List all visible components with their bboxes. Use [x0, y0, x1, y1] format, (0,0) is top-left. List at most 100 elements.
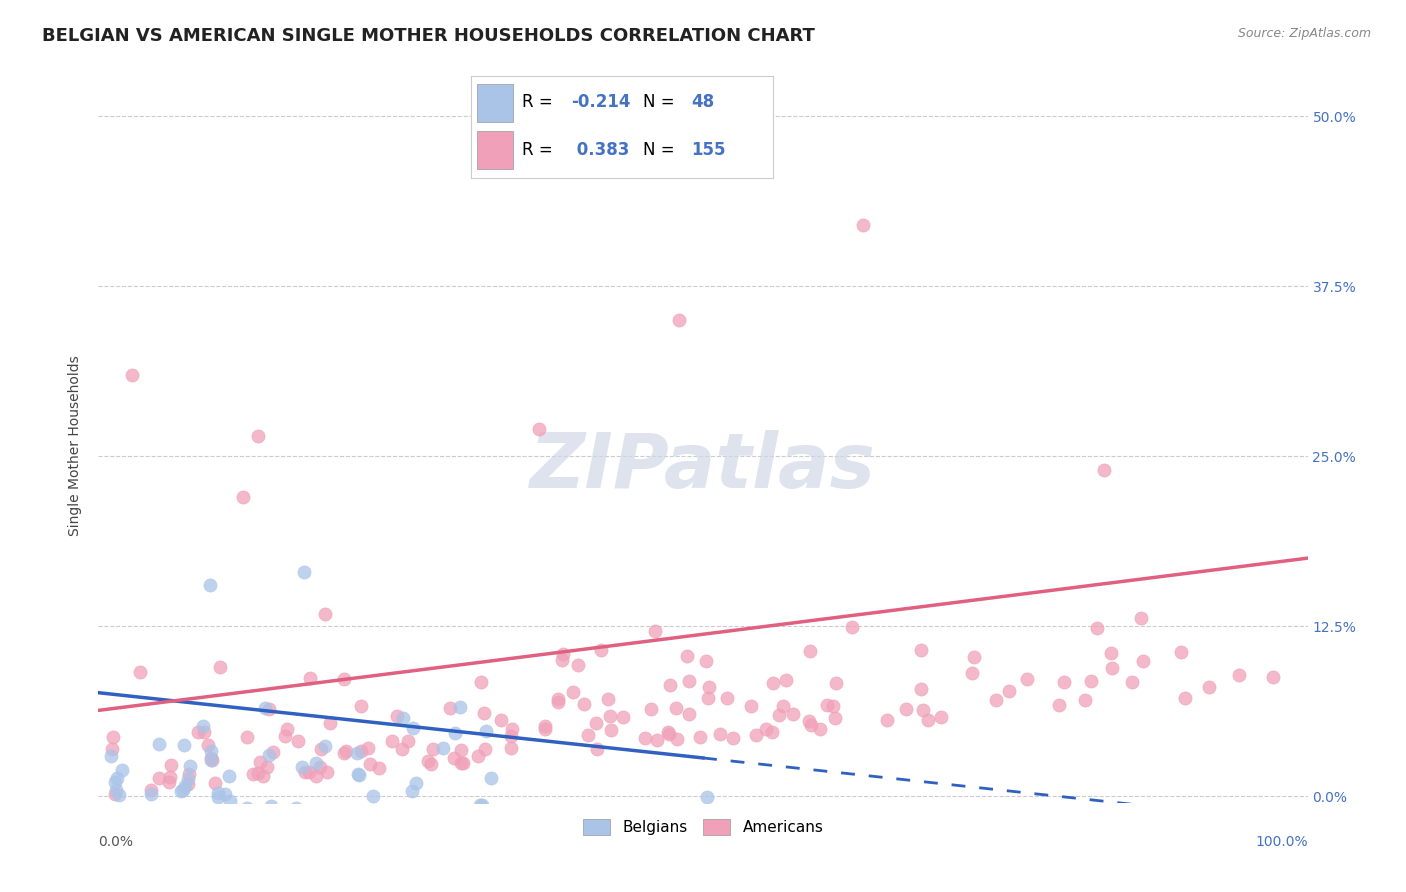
Point	[292, 565, 315, 579]
Y-axis label: Single Mother Households: Single Mother Households	[69, 356, 83, 536]
Point	[276, 722, 298, 736]
Point	[716, 691, 738, 706]
Point	[740, 698, 762, 713]
Point	[200, 744, 222, 758]
Point	[470, 674, 492, 689]
Point	[910, 643, 932, 657]
Point	[214, 787, 236, 801]
Point	[800, 717, 823, 731]
Point	[242, 766, 264, 780]
Point	[104, 787, 127, 801]
Point	[335, 744, 357, 758]
Point	[1129, 611, 1152, 625]
Text: N =: N =	[644, 141, 681, 159]
Point	[657, 725, 679, 739]
Point	[450, 743, 472, 757]
Point	[172, 782, 194, 797]
Point	[319, 715, 342, 730]
Point	[1261, 669, 1284, 683]
Point	[141, 783, 163, 797]
Point	[361, 789, 384, 803]
Point	[101, 742, 124, 756]
Point	[658, 727, 681, 741]
Point	[450, 756, 472, 770]
Point	[347, 768, 370, 782]
Text: 0.0%: 0.0%	[98, 835, 134, 849]
Point	[696, 790, 718, 805]
Text: -0.214: -0.214	[571, 94, 630, 112]
Point	[108, 789, 131, 803]
Point	[762, 676, 785, 690]
Text: R =: R =	[523, 94, 558, 112]
Point	[815, 698, 838, 712]
Point	[305, 769, 328, 783]
Text: 48: 48	[692, 94, 714, 112]
Point	[315, 764, 337, 779]
Point	[696, 691, 718, 706]
Point	[824, 711, 846, 725]
Point	[333, 746, 356, 760]
Point	[721, 731, 744, 745]
Point	[385, 709, 408, 723]
Point	[824, 676, 846, 690]
Point	[1085, 621, 1108, 635]
Point	[474, 742, 496, 756]
Point	[422, 741, 444, 756]
Point	[986, 693, 1008, 707]
Point	[444, 725, 467, 739]
Point	[201, 754, 224, 768]
Point	[209, 659, 232, 673]
Point	[359, 756, 381, 771]
Point	[755, 723, 778, 737]
Point	[207, 786, 229, 800]
Point	[285, 801, 308, 815]
Point	[159, 770, 181, 784]
Text: R =: R =	[523, 141, 558, 159]
Point	[121, 368, 143, 382]
Point	[658, 678, 681, 692]
Point	[585, 715, 607, 730]
Point	[912, 703, 935, 717]
Point	[392, 711, 415, 725]
Point	[675, 648, 697, 663]
Point	[1198, 680, 1220, 694]
Point	[257, 702, 280, 716]
Point	[204, 776, 226, 790]
Point	[111, 763, 134, 777]
Point	[305, 756, 328, 770]
Point	[443, 750, 465, 764]
Point	[129, 665, 152, 680]
Point	[586, 742, 609, 756]
Point	[527, 422, 550, 436]
Point	[350, 699, 373, 714]
Point	[808, 722, 831, 736]
Point	[333, 672, 356, 686]
Point	[963, 650, 986, 665]
Point	[761, 724, 783, 739]
Point	[467, 749, 489, 764]
Point	[917, 713, 939, 727]
Point	[291, 759, 314, 773]
Point	[561, 685, 583, 699]
Point	[471, 798, 494, 813]
Point	[534, 722, 557, 736]
Point	[254, 701, 277, 715]
Point	[782, 706, 804, 721]
Point	[347, 767, 370, 781]
Point	[876, 713, 898, 727]
Point	[678, 673, 700, 688]
Point	[173, 738, 195, 752]
Point	[314, 607, 336, 622]
Point	[367, 761, 389, 775]
Point	[551, 652, 574, 666]
Point	[1015, 672, 1038, 686]
Point	[274, 729, 297, 743]
Point	[193, 725, 215, 739]
Point	[177, 772, 200, 786]
Point	[419, 756, 441, 771]
Point	[572, 697, 595, 711]
Text: Source: ZipAtlas.com: Source: ZipAtlas.com	[1237, 27, 1371, 40]
Point	[177, 777, 200, 791]
Text: N =: N =	[644, 94, 681, 112]
Point	[960, 666, 983, 681]
